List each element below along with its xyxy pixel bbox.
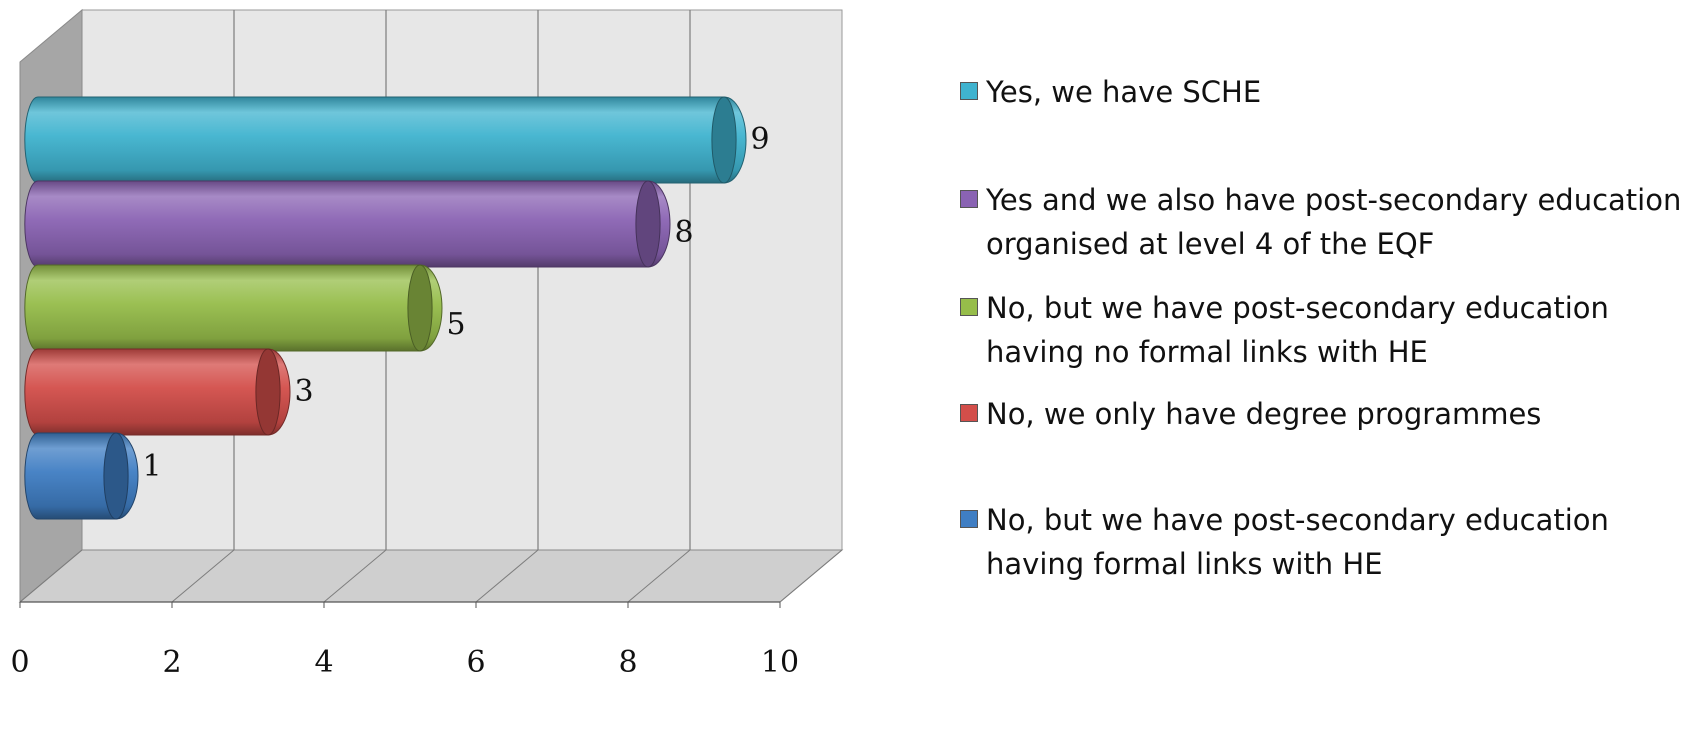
floor-gridline [171, 549, 235, 603]
bar-chart: 0 2 4 6 8 10 9 8 5 3 1 [10, 8, 844, 680]
data-label: 1 [142, 449, 161, 484]
data-label: 8 [674, 215, 693, 250]
floor-gridline [475, 549, 539, 603]
x-tick-label: 4 [314, 645, 333, 680]
bar-end-cap [255, 348, 281, 436]
legend-label: No, we only have degree programmes [986, 397, 1542, 431]
floor-gridline [779, 549, 843, 603]
bar-body [24, 264, 443, 352]
bar [24, 180, 671, 268]
data-label: 9 [750, 122, 769, 157]
bars [24, 96, 747, 520]
legend-swatch [960, 82, 978, 100]
x-axis-ticks: 0 2 4 6 8 10 [10, 601, 799, 680]
bar [24, 96, 747, 184]
bar-end-cap [103, 432, 129, 520]
bar-body [24, 180, 671, 268]
legend-swatch [960, 510, 978, 528]
legend-label: No, but we have post-secondary education… [986, 503, 1609, 581]
bar [24, 264, 443, 352]
legend-swatch [960, 298, 978, 316]
bar-body [24, 348, 291, 436]
x-tick-label: 0 [10, 645, 29, 680]
floor-gridline [19, 549, 83, 603]
legend-item: No, we only have degree programmes [960, 392, 1686, 436]
legend-item: No, but we have post-secondary education… [960, 498, 1686, 586]
x-tick-label: 2 [162, 645, 181, 680]
bar-body [24, 96, 747, 184]
value-labels: 9 8 5 3 1 [142, 122, 769, 484]
legend-label: Yes, we have SCHE [986, 75, 1262, 109]
legend-swatch [960, 190, 978, 208]
legend-item: Yes and we also have post-secondary educ… [960, 178, 1686, 266]
floor [18, 549, 844, 603]
floor-gridline [323, 549, 387, 603]
legend-item: Yes, we have SCHE [960, 70, 1686, 114]
bar-end-cap [635, 180, 661, 268]
x-tick-label: 6 [466, 645, 485, 680]
bar-end-cap [711, 96, 737, 184]
data-label: 3 [294, 374, 313, 409]
bar-end-cap [407, 264, 433, 352]
legend-swatch [960, 404, 978, 422]
floor-gridline [627, 549, 691, 603]
bar [24, 432, 139, 520]
x-tick-label: 8 [618, 645, 637, 680]
x-tick-label: 10 [761, 645, 799, 680]
legend-label: No, but we have post-secondary education… [986, 291, 1609, 369]
bar [24, 348, 291, 436]
legend-label: Yes and we also have post-secondary educ… [986, 183, 1682, 261]
data-label: 5 [446, 307, 465, 342]
legend-item: No, but we have post-secondary education… [960, 286, 1686, 374]
